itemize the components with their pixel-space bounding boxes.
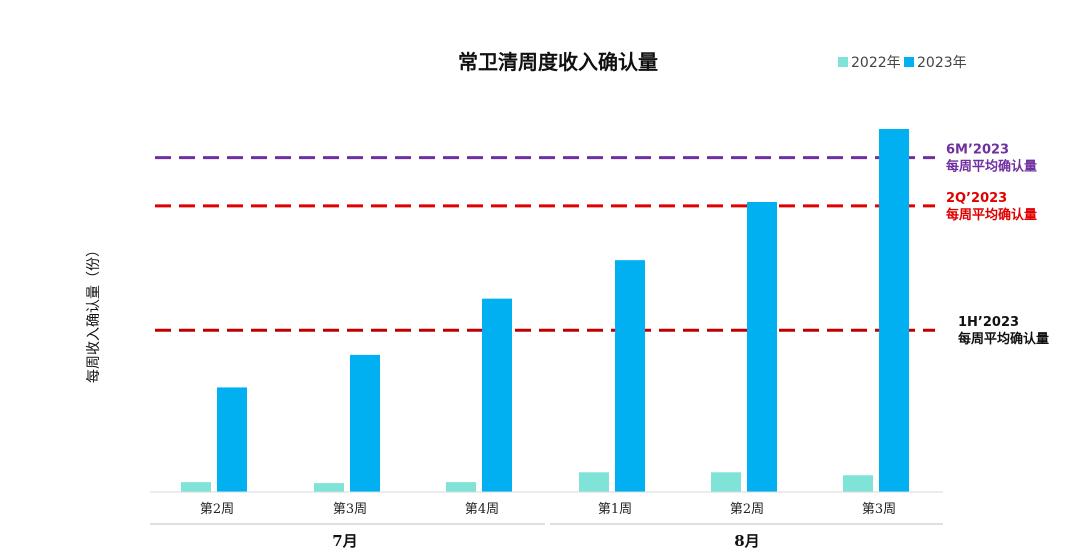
reference-line-sublabel: 每周平均确认量 [958,331,1049,347]
legend-swatch-2023 [904,57,914,67]
reference-line-label: 2Q’2023 [946,191,1007,206]
chart-title: 常卫清周度收入确认量 [458,50,658,74]
legend-label-2022: 2022年 [851,55,901,71]
x-tick-label: 第4周 [465,502,499,517]
reference-lines: 6M’2023每周平均确认量2Q’2023每周平均确认量1H’2023每周平均确… [155,143,1049,347]
reference-line-sublabel: 每周平均确认量 [946,207,1037,223]
bars [181,128,909,493]
bar-2023 [482,298,512,492]
y-axis-label: 每周收入确认量（份） [86,243,102,383]
bar-2022 [314,483,344,492]
x-tick-label: 第2周 [200,502,234,517]
bar-2022 [446,482,476,492]
x-tick-label: 第2周 [730,502,764,517]
bar-2023 [350,354,380,492]
x-axis-groups: 7月 8月 [332,532,759,550]
legend: 2022年 2023年 [838,55,967,71]
legend-swatch-2022 [838,57,848,67]
legend-label-2023: 2023年 [917,55,967,71]
bar-2022 [181,482,211,492]
reference-line-label: 1H’2023 [958,315,1019,330]
bar-2023 [217,387,247,492]
x-tick-label: 第3周 [333,502,367,517]
bar-2022 [579,472,609,492]
bar-2022 [843,475,873,492]
bar-2022 [711,472,741,492]
bar-2023 [747,201,777,493]
bar-2023 [879,128,909,493]
reference-line-label: 6M’2023 [946,143,1009,158]
reference-line-sublabel: 每周平均确认量 [946,159,1037,175]
x-tick-label: 第3周 [862,502,896,517]
bar-2023 [615,260,645,492]
x-tick-label: 第1周 [598,502,632,517]
x-group-label: 8月 [734,532,759,550]
x-group-label: 7月 [332,532,357,550]
x-axis-ticks: 第2周 第3周 第4周 第1周 第2周 第3周 [200,502,896,517]
